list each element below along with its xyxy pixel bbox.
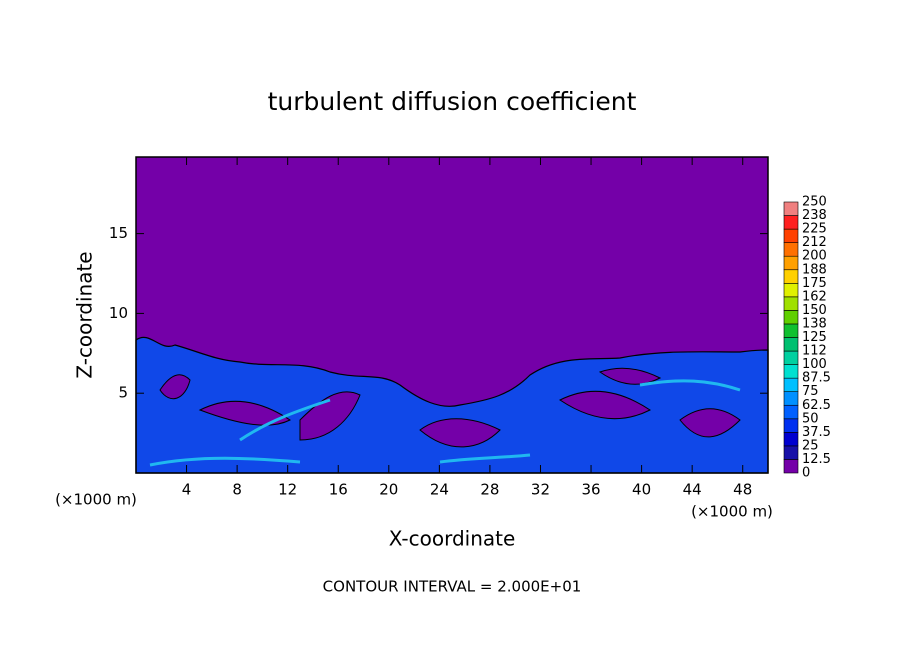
colorbar-segment <box>783 269 799 284</box>
colorbar-segment <box>783 432 799 447</box>
colorbar-segment <box>783 337 799 352</box>
x-tick-label: 8 <box>232 481 242 499</box>
colorbar-segment <box>783 310 799 325</box>
x-tick-label: 40 <box>632 481 651 499</box>
colorbar-segment <box>783 377 799 392</box>
colorbar-segment <box>783 391 799 406</box>
colorbar-label: 0 <box>802 466 810 481</box>
colorbar-label: 112 <box>802 344 827 359</box>
x-tick-label: 32 <box>531 481 550 499</box>
colorbar-segment <box>783 296 799 311</box>
colorbar-segment <box>783 255 799 271</box>
y-axis-label: Z-coordinate <box>73 251 97 378</box>
turbulent-eddies <box>159 367 741 448</box>
x-axis-label: X-coordinate <box>389 527 516 551</box>
colorbar-segment <box>783 323 799 338</box>
colorbar-label: 138 <box>802 316 827 331</box>
colorbar-segment <box>783 228 799 243</box>
x-tick-label: 48 <box>733 481 752 499</box>
colorbar-label: 200 <box>802 249 827 264</box>
colorbar-label: 50 <box>802 411 819 426</box>
x-unit-right: (×1000 m) <box>691 503 773 521</box>
y-tick-label: 15 <box>109 224 128 242</box>
colorbar-label: 25 <box>802 438 819 453</box>
chart-title: turbulent diffusion coefficient <box>268 87 637 116</box>
colorbar-label: 238 <box>802 208 827 223</box>
colorbar-segment <box>783 364 799 379</box>
y-tick-label: 10 <box>109 304 128 322</box>
colorbar-segment <box>783 282 799 298</box>
plot-frame <box>135 156 769 474</box>
colorbar-label: 162 <box>802 289 827 304</box>
colorbar-segment <box>783 459 799 474</box>
colorbar-label: 125 <box>802 330 827 345</box>
colorbar-label: 87.5 <box>802 371 831 386</box>
colorbar-label: 75 <box>802 384 819 399</box>
colorbar-segment <box>783 215 799 230</box>
x-tick-label: 44 <box>683 481 702 499</box>
y-tick-label: 5 <box>118 384 128 402</box>
colorbar-segment <box>783 445 799 460</box>
colorbar-label: 225 <box>802 222 827 237</box>
x-tick-label: 16 <box>329 481 348 499</box>
colorbar-segment <box>783 201 799 216</box>
x-tick-label: 24 <box>430 481 449 499</box>
colorbar-segment <box>783 404 799 420</box>
colorbar-segment <box>783 350 799 365</box>
colorbar-label: 100 <box>802 357 827 372</box>
colorbar-label: 12.5 <box>802 452 831 467</box>
contour-note: CONTOUR INTERVAL = 2.000E+01 <box>323 578 582 596</box>
colorbar-label: 37.5 <box>802 425 831 440</box>
x-tick-label: 20 <box>379 481 398 499</box>
x-tick-label: 28 <box>480 481 499 499</box>
colorbar-label: 150 <box>802 303 827 318</box>
colorbar-label: 212 <box>802 235 827 250</box>
colorbar-label: 250 <box>802 195 827 210</box>
x-tick-label: 36 <box>581 481 600 499</box>
turbulent-streaks <box>149 379 741 467</box>
colorbar-segment <box>783 242 799 257</box>
colorbar-label: 175 <box>802 276 827 291</box>
x-tick-label: 4 <box>182 481 192 499</box>
x-tick-label: 12 <box>278 481 297 499</box>
colorbar-label: 188 <box>802 262 827 277</box>
x-unit-left: (×1000 m) <box>55 491 137 509</box>
colorbar-label: 62.5 <box>802 398 831 413</box>
colorbar-segment <box>783 418 799 433</box>
